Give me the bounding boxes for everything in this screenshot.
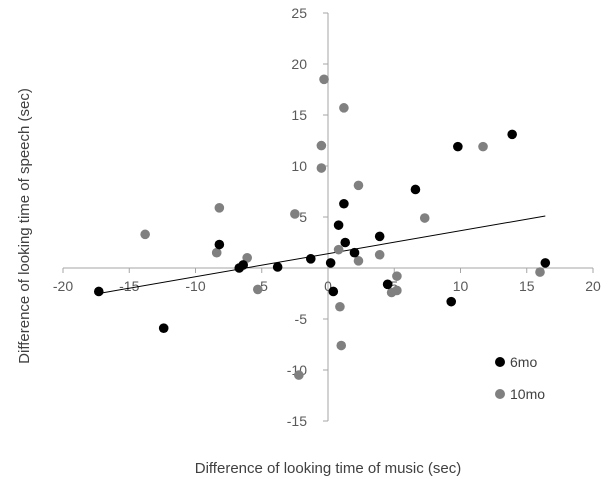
point-6mo	[234, 263, 245, 273]
point-6mo	[339, 198, 349, 209]
point-10mo	[316, 163, 327, 173]
point-6mo	[453, 141, 463, 152]
data-points	[93, 74, 551, 380]
point-10mo	[252, 284, 263, 295]
point-6mo	[325, 258, 336, 268]
y-tick-label: 10	[291, 158, 307, 174]
point-6mo	[214, 239, 225, 250]
point-10mo	[294, 370, 304, 380]
legend: 6mo 10mo	[495, 354, 545, 402]
x-tick-label: 15	[519, 278, 535, 294]
point-10mo	[535, 267, 545, 277]
point-10mo	[211, 247, 222, 258]
point-10mo	[336, 340, 347, 351]
legend-label-6mo: 6mo	[510, 354, 537, 370]
x-tick-label: 10	[453, 278, 469, 294]
x-tick-label: 5	[390, 278, 398, 294]
trendline	[98, 215, 546, 294]
point-10mo	[392, 285, 402, 296]
point-10mo	[335, 301, 345, 312]
point-6mo	[272, 262, 283, 272]
x-axis-ticks: -20 -15 -10 -5 0 5 10 15 20	[53, 268, 601, 294]
point-6mo	[446, 296, 457, 307]
point-10mo	[319, 74, 329, 85]
point-10mo	[353, 180, 364, 191]
point-10mo	[316, 140, 327, 151]
y-axis-title: Difference of looking time of speech (se…	[16, 88, 33, 364]
point-6mo	[328, 286, 339, 297]
x-tick-label: 0	[324, 278, 332, 294]
x-tick-label: -10	[185, 278, 205, 294]
point-6mo	[507, 129, 517, 140]
point-6mo	[540, 258, 551, 268]
point-6mo	[93, 286, 104, 297]
x-tick-label: -15	[119, 278, 139, 294]
y-tick-label: -5	[295, 311, 308, 327]
point-6mo	[305, 254, 316, 264]
x-tick-label: 20	[585, 278, 601, 294]
point-6mo	[410, 184, 421, 195]
point-10mo	[333, 244, 344, 255]
point-6mo	[374, 231, 385, 242]
point-10mo	[478, 141, 488, 152]
point-6mo	[340, 237, 351, 248]
point-10mo	[214, 203, 225, 213]
point-10mo	[353, 256, 364, 266]
y-tick-label: -15	[287, 413, 307, 429]
point-6mo	[349, 247, 360, 258]
point-10mo	[339, 103, 349, 113]
point-10mo	[419, 213, 430, 223]
x-axis-title: Difference of looking time of music (sec…	[195, 460, 462, 477]
legend-label-10mo: 10mo	[510, 386, 545, 402]
point-10mo	[140, 229, 150, 240]
y-tick-label: 5	[299, 209, 307, 225]
y-tick-label: 25	[291, 5, 307, 21]
point-6mo	[158, 323, 169, 333]
point-10mo	[374, 249, 385, 260]
point-10mo	[290, 209, 300, 219]
point-6mo	[382, 279, 393, 290]
y-tick-label: 20	[291, 56, 307, 72]
y-tick-label: 15	[291, 107, 307, 123]
point-10mo	[242, 252, 252, 263]
point-10mo	[392, 271, 402, 281]
point-6mo	[333, 220, 344, 230]
legend-marker-10mo	[495, 389, 505, 399]
legend-marker-6mo	[495, 357, 505, 367]
x-tick-label: -20	[53, 278, 73, 294]
